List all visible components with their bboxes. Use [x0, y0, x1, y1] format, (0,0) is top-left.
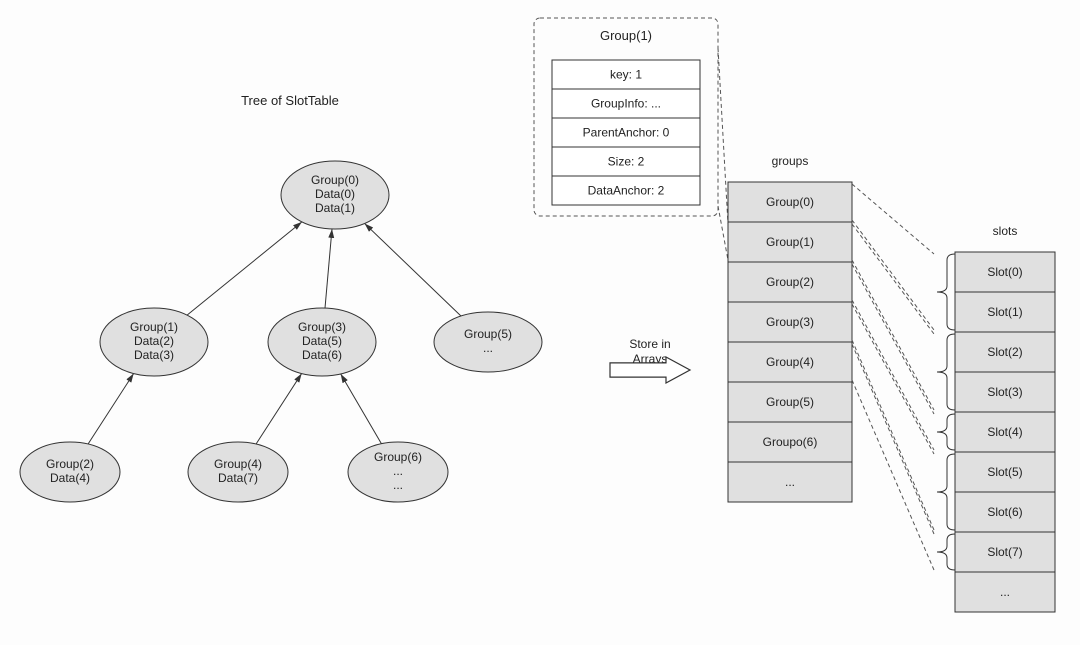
svg-text:...: ...	[483, 341, 493, 355]
map-line	[852, 184, 934, 254]
svg-text:Group(1): Group(1)	[766, 235, 814, 249]
map-line	[852, 344, 934, 534]
svg-text:Data(0): Data(0)	[315, 187, 355, 201]
svg-text:Slot(6): Slot(6)	[987, 505, 1022, 519]
svg-text:DataAnchor: 2: DataAnchor: 2	[588, 184, 665, 198]
svg-text:Group(0): Group(0)	[766, 195, 814, 209]
map-line	[852, 340, 934, 530]
svg-text:Data(7): Data(7)	[218, 471, 258, 485]
svg-text:Group(6): Group(6)	[374, 450, 422, 464]
tree-edge	[365, 223, 461, 316]
svg-text:Data(1): Data(1)	[315, 201, 355, 215]
svg-text:Size: 2: Size: 2	[608, 155, 645, 169]
svg-text:Data(4): Data(4)	[50, 471, 90, 485]
svg-text:Group(1): Group(1)	[130, 320, 178, 334]
svg-text:Group(3): Group(3)	[298, 320, 346, 334]
svg-text:Groupo(6): Groupo(6)	[763, 435, 818, 449]
svg-text:Slot(0): Slot(0)	[987, 265, 1022, 279]
svg-text:Slot(4): Slot(4)	[987, 425, 1022, 439]
svg-text:Group(5): Group(5)	[464, 327, 512, 341]
svg-text:Slot(5): Slot(5)	[987, 465, 1022, 479]
svg-text:Group(2): Group(2)	[766, 275, 814, 289]
svg-text:...: ...	[1000, 585, 1010, 599]
svg-text:ParentAnchor: 0: ParentAnchor: 0	[583, 126, 670, 140]
map-line	[852, 220, 934, 330]
svg-text:key: 1: key: 1	[610, 68, 642, 82]
svg-text:Slot(1): Slot(1)	[987, 305, 1022, 319]
svg-text:Group(2): Group(2)	[46, 457, 94, 471]
svg-text:Store in: Store in	[629, 337, 670, 351]
tree-edge	[256, 373, 302, 444]
svg-text:Group(4): Group(4)	[766, 355, 814, 369]
svg-text:Group(1): Group(1)	[600, 28, 652, 43]
map-line	[852, 260, 934, 410]
svg-text:Data(3): Data(3)	[134, 348, 174, 362]
svg-text:Slot(3): Slot(3)	[987, 385, 1022, 399]
map-line	[852, 304, 934, 454]
svg-text:Tree of SlotTable: Tree of SlotTable	[241, 93, 339, 108]
slot-brace	[937, 334, 955, 410]
svg-text:Group(0): Group(0)	[311, 173, 359, 187]
svg-text:Slot(7): Slot(7)	[987, 545, 1022, 559]
svg-text:Group(3): Group(3)	[766, 315, 814, 329]
svg-text:Data(2): Data(2)	[134, 334, 174, 348]
svg-text:Data(5): Data(5)	[302, 334, 342, 348]
svg-text:...: ...	[393, 464, 403, 478]
tree-edge	[341, 374, 382, 444]
slot-brace	[937, 534, 955, 570]
svg-text:...: ...	[393, 478, 403, 492]
map-line	[852, 264, 934, 414]
diagram-canvas: Tree of SlotTableGroup(0)Data(0)Data(1)G…	[0, 0, 1080, 645]
svg-text:Slot(2): Slot(2)	[987, 345, 1022, 359]
map-line	[852, 380, 934, 570]
svg-text:groups: groups	[772, 154, 809, 168]
tree-edge	[187, 222, 302, 315]
slot-brace	[937, 414, 955, 450]
slot-brace	[937, 254, 955, 330]
svg-text:Group(4): Group(4)	[214, 457, 262, 471]
tree-edge	[88, 373, 134, 444]
tree-edge	[325, 229, 332, 308]
svg-text:Data(6): Data(6)	[302, 348, 342, 362]
slot-brace	[937, 454, 955, 530]
map-line	[852, 224, 934, 334]
svg-text:Group(5): Group(5)	[766, 395, 814, 409]
svg-text:slots: slots	[993, 224, 1018, 238]
svg-text:GroupInfo: ...: GroupInfo: ...	[591, 97, 661, 111]
svg-text:...: ...	[785, 475, 795, 489]
map-line	[852, 300, 934, 450]
